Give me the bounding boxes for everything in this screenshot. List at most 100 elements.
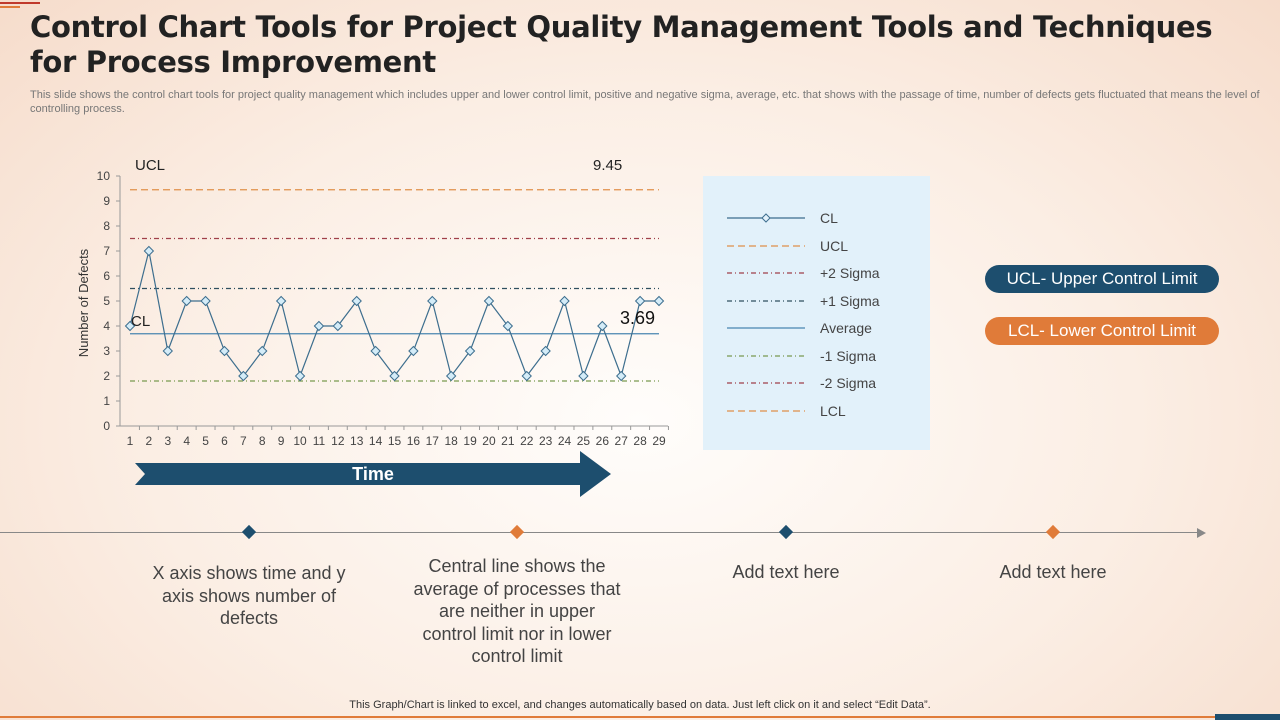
bottom-accent-block <box>1215 714 1280 720</box>
x-tick-label: 8 <box>259 434 266 448</box>
legend-label: UCL <box>820 237 849 254</box>
legend-swatch <box>727 299 805 302</box>
data-point[interactable] <box>634 295 646 307</box>
data-point[interactable] <box>389 370 400 382</box>
legend-label: +1 Sigma <box>820 292 880 309</box>
legend-label: +2 Sigma <box>820 265 880 281</box>
legend-entry: CL <box>703 208 930 228</box>
x-tick-label: 22 <box>520 434 534 448</box>
x-tick-label: 7 <box>240 434 247 448</box>
page-subtitle: This slide shows the control chart tools… <box>30 89 1260 115</box>
timeline-text: Add text here <box>732 562 840 582</box>
legend-entry: UCL <box>703 236 930 256</box>
data-point[interactable] <box>408 345 419 357</box>
data-point[interactable] <box>370 345 381 357</box>
data-point[interactable] <box>540 345 551 357</box>
data-point[interactable] <box>200 295 211 307</box>
x-tick-label: 6 <box>221 434 228 448</box>
data-point[interactable] <box>351 295 362 307</box>
y-tick-label: 6 <box>103 269 110 283</box>
x-tick-label: 27 <box>615 434 629 448</box>
legend-entry: -1 Sigma <box>703 346 930 366</box>
legend-label: -2 Sigma <box>820 375 877 391</box>
data-point[interactable] <box>559 295 570 307</box>
x-tick-label: 21 <box>501 434 515 448</box>
legend-swatch <box>727 382 805 384</box>
legend-swatch <box>727 409 805 412</box>
y-tick-label: 3 <box>103 344 110 358</box>
y-tick-label: 7 <box>103 244 110 258</box>
data-point[interactable] <box>294 370 306 382</box>
data-point[interactable] <box>502 320 514 332</box>
ucl-annotation: UCL <box>135 157 165 174</box>
data-point[interactable] <box>616 370 627 382</box>
data-point[interactable] <box>313 320 325 332</box>
x-tick-label: 18 <box>444 434 458 448</box>
timeline-text: Central line shows the average of proces… <box>413 556 621 666</box>
data-point[interactable] <box>464 345 476 357</box>
legend-entry: +1 Sigma <box>703 291 930 311</box>
legend-swatch <box>727 272 805 274</box>
x-tick-label: 19 <box>463 434 477 448</box>
x-tick-label: 24 <box>558 434 572 448</box>
timeline-text: X axis shows time and y axis shows numbe… <box>152 563 346 628</box>
x-tick-label: 16 <box>407 434 421 448</box>
legend-label: -1 Sigma <box>820 347 877 364</box>
timeline-marker <box>241 524 257 540</box>
legend-label: CL <box>820 210 838 226</box>
time-arrow: Time <box>135 451 611 497</box>
x-tick-label: 2 <box>146 434 153 448</box>
x-tick-label: 29 <box>652 434 666 448</box>
data-point[interactable] <box>162 345 173 357</box>
data-point[interactable] <box>257 345 268 357</box>
data-point[interactable] <box>143 245 155 257</box>
legend-entry: Average <box>703 318 930 338</box>
y-tick-label: 4 <box>103 319 110 333</box>
data-point[interactable] <box>238 370 249 382</box>
data-point[interactable] <box>275 295 287 307</box>
x-tick-label: 14 <box>369 434 383 448</box>
data-point[interactable] <box>181 295 192 307</box>
data-point[interactable] <box>578 370 589 382</box>
bottom-accent-line <box>0 716 1280 718</box>
y-tick-label: 2 <box>103 369 110 383</box>
ucl-value-annotation: 9.45 <box>593 157 622 174</box>
page-title: Control Chart Tools for Project Quality … <box>30 10 1213 79</box>
x-tick-label: 17 <box>426 434 440 448</box>
legend-swatch <box>727 213 805 223</box>
data-point[interactable] <box>332 320 344 332</box>
data-point[interactable] <box>597 320 608 332</box>
y-tick-label: 5 <box>103 294 110 308</box>
legend-swatch <box>727 354 805 357</box>
x-tick-label: 28 <box>633 434 647 448</box>
data-point[interactable] <box>427 295 438 307</box>
x-tick-label: 11 <box>313 434 326 448</box>
chart-legend: CL UCL +2 Sigma +1 Sigma Average -1 Sigma -2 S… <box>703 176 930 450</box>
x-tick-label: 15 <box>388 434 402 448</box>
data-point[interactable] <box>521 370 532 382</box>
data-point[interactable] <box>653 295 665 307</box>
x-tick-label: 4 <box>183 434 190 448</box>
legend-swatch <box>727 327 805 329</box>
lcl-definition-pill: LCL- Lower Control Limit <box>985 317 1219 345</box>
legend-label: Average <box>820 320 872 336</box>
legend-label: LCL <box>820 402 846 419</box>
x-tick-label: 12 <box>331 434 345 448</box>
x-tick-label: 3 <box>164 434 171 448</box>
time-arrow-label: Time <box>352 464 394 484</box>
y-tick-label: 8 <box>103 219 110 233</box>
data-point[interactable] <box>124 320 136 332</box>
data-point[interactable] <box>483 295 495 307</box>
data-point[interactable] <box>445 370 457 382</box>
top-accent-line <box>0 6 20 8</box>
timeline-text: Add text here <box>999 562 1107 582</box>
cl-annotation: CL <box>131 313 150 330</box>
y-tick-label: 9 <box>103 194 110 208</box>
footer-note: This Graph/Chart is linked to excel, and… <box>349 699 931 711</box>
data-point[interactable] <box>219 345 230 357</box>
x-tick-label: 20 <box>482 434 496 448</box>
x-tick-label: 23 <box>539 434 553 448</box>
x-tick-label: 9 <box>278 434 285 448</box>
timeline-arrowhead <box>1197 528 1206 538</box>
